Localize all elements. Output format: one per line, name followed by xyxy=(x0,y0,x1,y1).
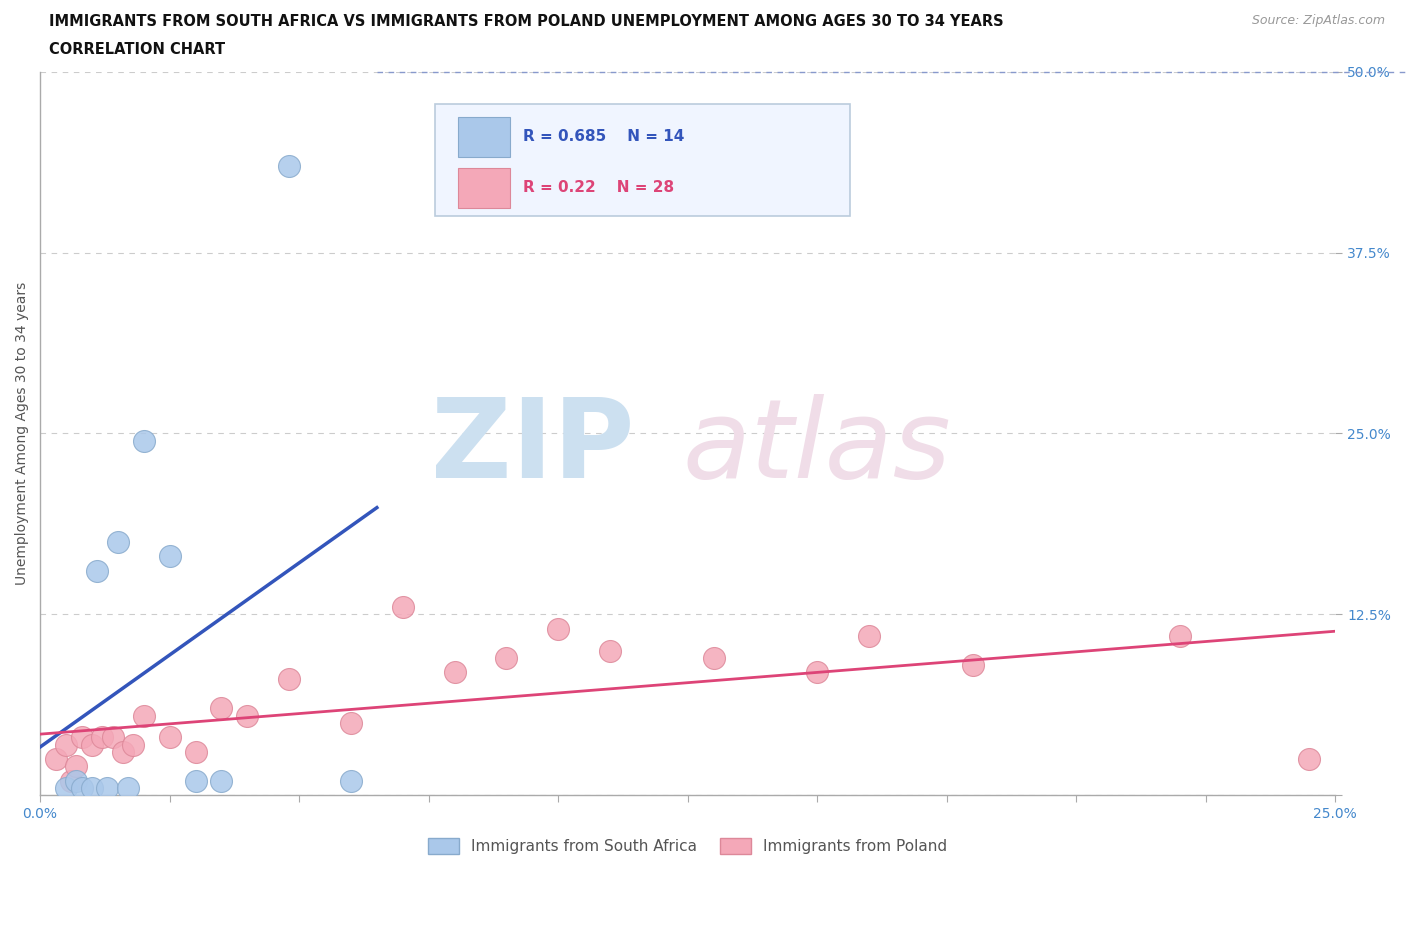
Point xyxy=(703,650,725,665)
Point xyxy=(159,730,181,745)
Text: ZIP: ZIP xyxy=(430,394,634,501)
Point xyxy=(547,621,569,636)
Point xyxy=(340,774,363,789)
Point xyxy=(101,730,124,745)
Point xyxy=(1168,629,1191,644)
Point xyxy=(1298,751,1320,766)
Point xyxy=(65,774,87,789)
Point xyxy=(117,780,139,795)
Point xyxy=(184,774,207,789)
Legend: Immigrants from South Africa, Immigrants from Poland: Immigrants from South Africa, Immigrants… xyxy=(422,831,953,860)
Point xyxy=(80,780,103,795)
Point xyxy=(70,780,93,795)
Point xyxy=(209,701,232,716)
Point xyxy=(443,665,465,680)
Text: atlas: atlas xyxy=(683,394,952,501)
Y-axis label: Unemployment Among Ages 30 to 34 years: Unemployment Among Ages 30 to 34 years xyxy=(15,282,30,585)
FancyBboxPatch shape xyxy=(434,104,849,217)
Point xyxy=(277,158,299,173)
Point xyxy=(209,774,232,789)
Point xyxy=(599,643,621,658)
Point xyxy=(96,780,118,795)
Point xyxy=(45,751,67,766)
Point xyxy=(122,737,145,752)
Point xyxy=(236,709,259,724)
Point xyxy=(91,730,114,745)
Point xyxy=(277,672,299,687)
Point xyxy=(80,737,103,752)
FancyBboxPatch shape xyxy=(458,168,510,207)
Point xyxy=(391,600,413,615)
Point xyxy=(962,658,984,672)
Text: CORRELATION CHART: CORRELATION CHART xyxy=(49,42,225,57)
Text: R = 0.685    N = 14: R = 0.685 N = 14 xyxy=(523,129,685,144)
Point xyxy=(806,665,828,680)
Point xyxy=(495,650,517,665)
Point xyxy=(132,709,155,724)
Point xyxy=(184,744,207,759)
Text: Source: ZipAtlas.com: Source: ZipAtlas.com xyxy=(1251,14,1385,27)
FancyBboxPatch shape xyxy=(458,117,510,157)
Point xyxy=(340,715,363,730)
Point xyxy=(55,737,77,752)
Point xyxy=(60,774,83,789)
Point xyxy=(70,730,93,745)
Point xyxy=(132,433,155,448)
Text: R = 0.22    N = 28: R = 0.22 N = 28 xyxy=(523,179,675,195)
Point xyxy=(55,780,77,795)
Point xyxy=(65,759,87,774)
Point xyxy=(858,629,880,644)
Text: IMMIGRANTS FROM SOUTH AFRICA VS IMMIGRANTS FROM POLAND UNEMPLOYMENT AMONG AGES 3: IMMIGRANTS FROM SOUTH AFRICA VS IMMIGRAN… xyxy=(49,14,1004,29)
Point xyxy=(159,549,181,564)
Point xyxy=(107,535,129,550)
Point xyxy=(86,564,108,578)
Point xyxy=(111,744,134,759)
